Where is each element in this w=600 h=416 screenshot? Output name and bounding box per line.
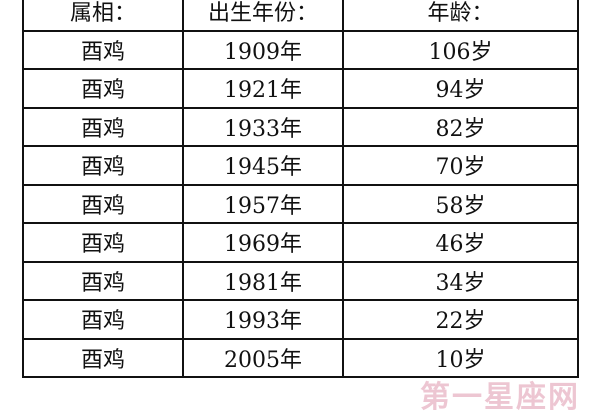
zodiac-cell: 酉鸡 xyxy=(22,337,184,378)
table-row: 酉鸡 1993年 22岁 xyxy=(22,299,579,340)
birth-year-cell: 1957年 xyxy=(182,183,344,224)
table-row: 酉鸡 1933年 82岁 xyxy=(22,106,579,147)
birth-year-cell: 1933年 xyxy=(182,106,344,147)
table-row: 酉鸡 1981年 34岁 xyxy=(22,260,579,301)
birth-year-cell: 1909年 xyxy=(182,29,344,70)
zodiac-cell: 酉鸡 xyxy=(22,299,184,340)
birth-year-cell: 1981年 xyxy=(182,260,344,301)
header-row: 属相： 出生年份： 年龄： xyxy=(22,0,579,32)
table-row: 酉鸡 1909年 106岁 xyxy=(22,29,579,70)
age-cell: 82岁 xyxy=(342,106,579,147)
header-age: 年龄： xyxy=(342,0,579,32)
zodiac-cell: 酉鸡 xyxy=(22,145,184,186)
age-cell: 34岁 xyxy=(342,260,579,301)
age-cell: 46岁 xyxy=(342,222,579,263)
birth-year-cell: 1993年 xyxy=(182,299,344,340)
table-row: 酉鸡 1921年 94岁 xyxy=(22,68,579,109)
birth-year-cell: 2005年 xyxy=(182,337,344,378)
age-cell: 70岁 xyxy=(342,145,579,186)
birth-year-cell: 1921年 xyxy=(182,68,344,109)
table-row: 酉鸡 1945年 70岁 xyxy=(22,145,579,186)
header-birth-year: 出生年份： xyxy=(182,0,344,32)
zodiac-cell: 酉鸡 xyxy=(22,29,184,70)
age-cell: 10岁 xyxy=(342,337,579,378)
watermark: 第一星座网 xyxy=(420,380,580,415)
table-row: 酉鸡 1969年 46岁 xyxy=(22,222,579,263)
age-cell: 22岁 xyxy=(342,299,579,340)
age-cell: 106岁 xyxy=(342,29,579,70)
age-cell: 94岁 xyxy=(342,68,579,109)
zodiac-cell: 酉鸡 xyxy=(22,106,184,147)
age-cell: 58岁 xyxy=(342,183,579,224)
table-row: 酉鸡 2005年 10岁 xyxy=(22,337,579,378)
zodiac-cell: 酉鸡 xyxy=(22,183,184,224)
table-row: 酉鸡 1957年 58岁 xyxy=(22,183,579,224)
zodiac-cell: 酉鸡 xyxy=(22,68,184,109)
zodiac-cell: 酉鸡 xyxy=(22,222,184,263)
zodiac-age-table: 属相： 出生年份： 年龄： 酉鸡 1909年 106岁 酉鸡 1921年 94岁 酉鸡 193… xyxy=(22,0,579,378)
birth-year-cell: 1969年 xyxy=(182,222,344,263)
header-zodiac: 属相： xyxy=(22,0,184,32)
birth-year-cell: 1945年 xyxy=(182,145,344,186)
zodiac-cell: 酉鸡 xyxy=(22,260,184,301)
